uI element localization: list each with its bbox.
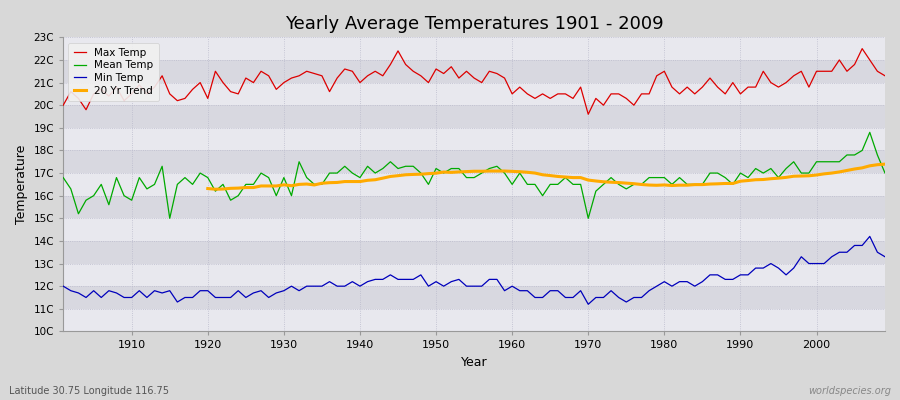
Max Temp	[857, 46, 868, 51]
Line: Mean Temp: Mean Temp	[63, 132, 885, 218]
Mean Temp	[293, 159, 304, 164]
20 Yr Trend	[416, 172, 427, 176]
Mean Temp	[119, 193, 130, 198]
Min Temp	[286, 284, 297, 288]
20 Yr Trend	[202, 186, 213, 191]
X-axis label: Year: Year	[461, 356, 488, 369]
Bar	[63, 241, 885, 264]
Min Temp	[864, 234, 875, 239]
Bar	[63, 128, 885, 150]
Mean Temp	[515, 171, 526, 176]
Mean Temp	[165, 216, 176, 221]
Max Temp	[58, 103, 68, 108]
Max Temp	[583, 112, 594, 117]
Min Temp	[606, 288, 616, 293]
Bar	[63, 286, 885, 309]
Max Temp	[332, 76, 343, 80]
Min Temp	[332, 284, 343, 288]
Bar	[63, 150, 885, 173]
Bar	[63, 173, 885, 196]
Mean Temp	[339, 164, 350, 169]
Mean Temp	[879, 171, 890, 176]
Max Temp	[286, 76, 297, 80]
Bar	[63, 309, 885, 332]
Text: worldspecies.org: worldspecies.org	[808, 386, 891, 396]
Mean Temp	[507, 182, 517, 187]
Bar	[63, 105, 885, 128]
Max Temp	[606, 92, 616, 96]
Bar	[63, 218, 885, 241]
Min Temp	[583, 302, 594, 307]
Text: Latitude 30.75 Longitude 116.75: Latitude 30.75 Longitude 116.75	[9, 386, 169, 396]
Y-axis label: Temperature: Temperature	[15, 145, 28, 224]
Bar	[63, 82, 885, 105]
Line: Min Temp: Min Temp	[63, 236, 885, 304]
Min Temp	[507, 284, 517, 288]
20 Yr Trend	[879, 162, 890, 166]
Mean Temp	[864, 130, 875, 135]
Min Temp	[879, 254, 890, 259]
Max Temp	[500, 76, 510, 80]
Legend: Max Temp, Mean Temp, Min Temp, 20 Yr Trend: Max Temp, Mean Temp, Min Temp, 20 Yr Tre…	[68, 42, 158, 101]
Max Temp	[507, 92, 517, 96]
Max Temp	[119, 98, 130, 103]
20 Yr Trend	[788, 174, 799, 179]
Max Temp	[879, 73, 890, 78]
Bar	[63, 264, 885, 286]
Min Temp	[500, 288, 510, 293]
Bar	[63, 60, 885, 82]
20 Yr Trend	[682, 183, 693, 188]
20 Yr Trend	[857, 166, 868, 170]
20 Yr Trend	[302, 182, 312, 186]
Line: 20 Yr Trend: 20 Yr Trend	[208, 164, 885, 189]
Line: Max Temp: Max Temp	[63, 49, 885, 114]
Bar	[63, 37, 885, 60]
Mean Temp	[606, 175, 616, 180]
Mean Temp	[58, 175, 68, 180]
Min Temp	[58, 284, 68, 288]
20 Yr Trend	[773, 176, 784, 180]
20 Yr Trend	[210, 187, 220, 192]
Min Temp	[119, 295, 130, 300]
Title: Yearly Average Temperatures 1901 - 2009: Yearly Average Temperatures 1901 - 2009	[284, 15, 663, 33]
Bar	[63, 196, 885, 218]
